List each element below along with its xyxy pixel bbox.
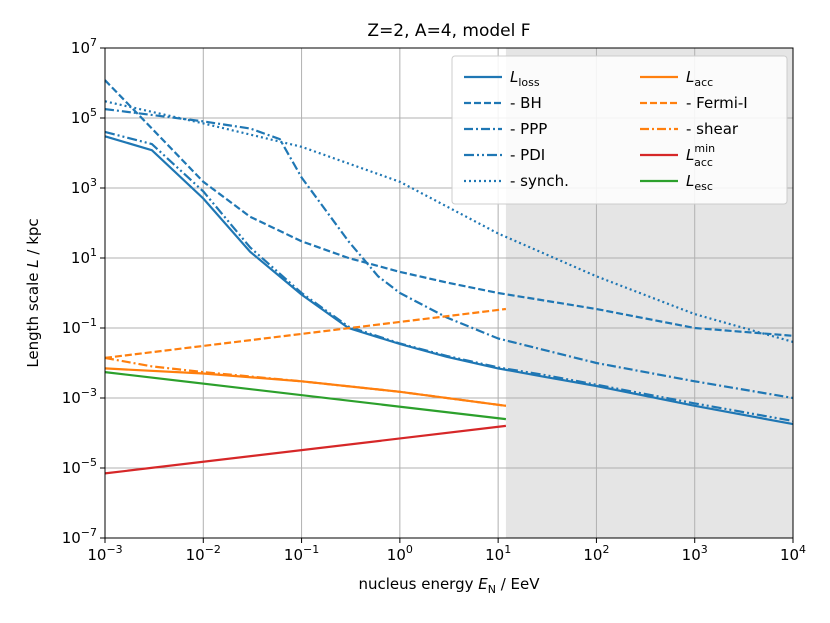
legend-box [451, 55, 788, 205]
x-tick-label: 103 [682, 543, 708, 564]
y-axis-label: Length scale L / kpc [24, 218, 42, 367]
x-tick-label: 10−2 [186, 543, 221, 564]
legend-label-accmin: Lmin acc [686, 142, 715, 169]
legend: Lloss - BH - PPP - PDI - synch. Lacc - Fe… [451, 55, 788, 205]
y-tick-label: 107 [71, 36, 97, 57]
plot-frame [104, 47, 794, 539]
y-tick-label: 10−5 [62, 456, 97, 477]
chart-title: Z=2, A=4, model F [367, 21, 530, 41]
legend-label-esc: Lesc [686, 172, 713, 193]
legend-label-pdi: - PDI [510, 146, 545, 164]
legend-label-shear: - shear [686, 120, 739, 138]
legend-label-bh: - BH [510, 94, 542, 112]
x-tick-label: 10−1 [284, 543, 319, 564]
series-line-synch [104, 100, 794, 343]
series-line-ppp [104, 108, 794, 400]
y-tick-label: 101 [71, 246, 97, 267]
x-tick-label: 10−3 [87, 543, 122, 564]
series-layer [104, 79, 794, 475]
series-line-bh [104, 79, 794, 337]
y-tick-label: 10−7 [62, 526, 97, 547]
x-tick-label: 100 [387, 543, 413, 564]
x-tick-label: 102 [583, 543, 609, 564]
y-tick-label: 10−3 [62, 386, 97, 407]
y-tick-label: 105 [71, 106, 97, 127]
series-line-pdi [104, 130, 794, 423]
series-line-accmin [104, 424, 507, 475]
legend-label-acc: Lacc [686, 68, 713, 89]
x-axis-label: nucleus energy EN / EeV [358, 575, 540, 596]
x-tick-label: 101 [485, 543, 511, 564]
axis-ticks: 10−3 10−2 10−1 100 101 102 103 104 10−7 10−5 10−3 1… [62, 36, 806, 564]
legend-label-synch: - synch. [510, 172, 569, 190]
y-tick-label: 103 [71, 176, 97, 197]
series-line-fermi [104, 307, 507, 359]
y-tick-label: 10−1 [62, 316, 97, 337]
series-line-shear [104, 356, 507, 407]
legend-label-fermi: - Fermi-I [686, 94, 748, 112]
x-tick-label: 104 [780, 543, 806, 564]
series-line-esc [104, 371, 507, 421]
series-line-acc [104, 367, 507, 407]
legend-label-loss: Lloss [510, 68, 540, 89]
legend-label-ppp: - PPP [510, 120, 547, 138]
